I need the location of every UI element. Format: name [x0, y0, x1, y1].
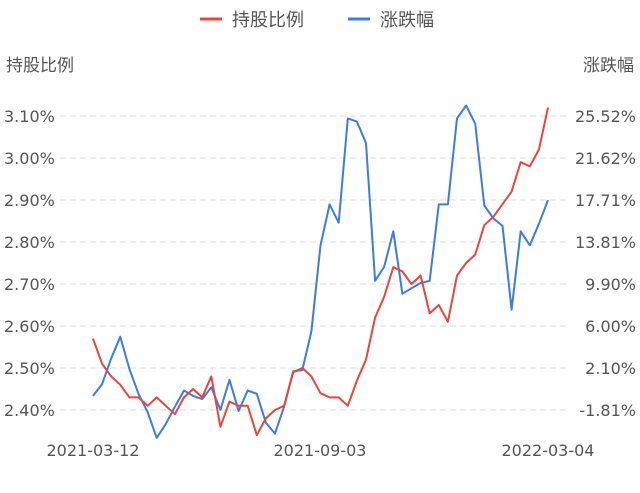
legend-label-holding-ratio: 持股比例: [232, 10, 304, 31]
left-tick-label: 2.90%: [4, 191, 55, 210]
right-axis-title: 涨跌幅: [583, 56, 634, 76]
holding-ratio-line: [92, 107, 549, 437]
legend-label-change: 涨跌幅: [380, 10, 434, 31]
right-tick-label: 17.71%: [575, 191, 636, 210]
gridlines: [60, 115, 570, 411]
x-tick-label: 2021-03-12: [47, 441, 140, 460]
x-axis-labels: 2021-03-12 2021-09-03 2022-03-04: [47, 441, 595, 460]
left-axis-ticks: 3.10% 3.00% 2.90% 2.80% 2.70% 2.60% 2.50% 2.40%: [4, 107, 55, 420]
series-lines: [92, 104, 549, 439]
left-tick-label: 2.80%: [4, 233, 55, 252]
left-tick-label: 2.70%: [4, 275, 55, 294]
right-tick-label: -1.81%: [579, 401, 636, 420]
left-tick-label: 2.40%: [4, 401, 55, 420]
left-tick-label: 2.50%: [4, 359, 55, 378]
x-tick-label: 2021-09-03: [274, 441, 367, 460]
x-tick-label: 2022-03-04: [502, 441, 595, 460]
left-tick-label: 3.00%: [4, 149, 55, 168]
right-tick-label: 13.81%: [575, 233, 636, 252]
right-tick-label: 21.62%: [575, 149, 636, 168]
right-tick-label: 25.52%: [575, 107, 636, 126]
right-tick-label: 9.90%: [585, 275, 636, 294]
change-line: [92, 104, 549, 439]
left-tick-label: 3.10%: [4, 107, 55, 126]
legend: 持股比例 涨跌幅: [200, 10, 434, 31]
right-axis-ticks: 25.52% 21.62% 17.71% 13.81% 9.90% 6.00% 2.10% -…: [575, 107, 636, 420]
left-tick-label: 2.60%: [4, 317, 55, 336]
left-axis-title: 持股比例: [6, 56, 74, 76]
right-tick-label: 2.10%: [585, 359, 636, 378]
right-tick-label: 6.00%: [585, 317, 636, 336]
